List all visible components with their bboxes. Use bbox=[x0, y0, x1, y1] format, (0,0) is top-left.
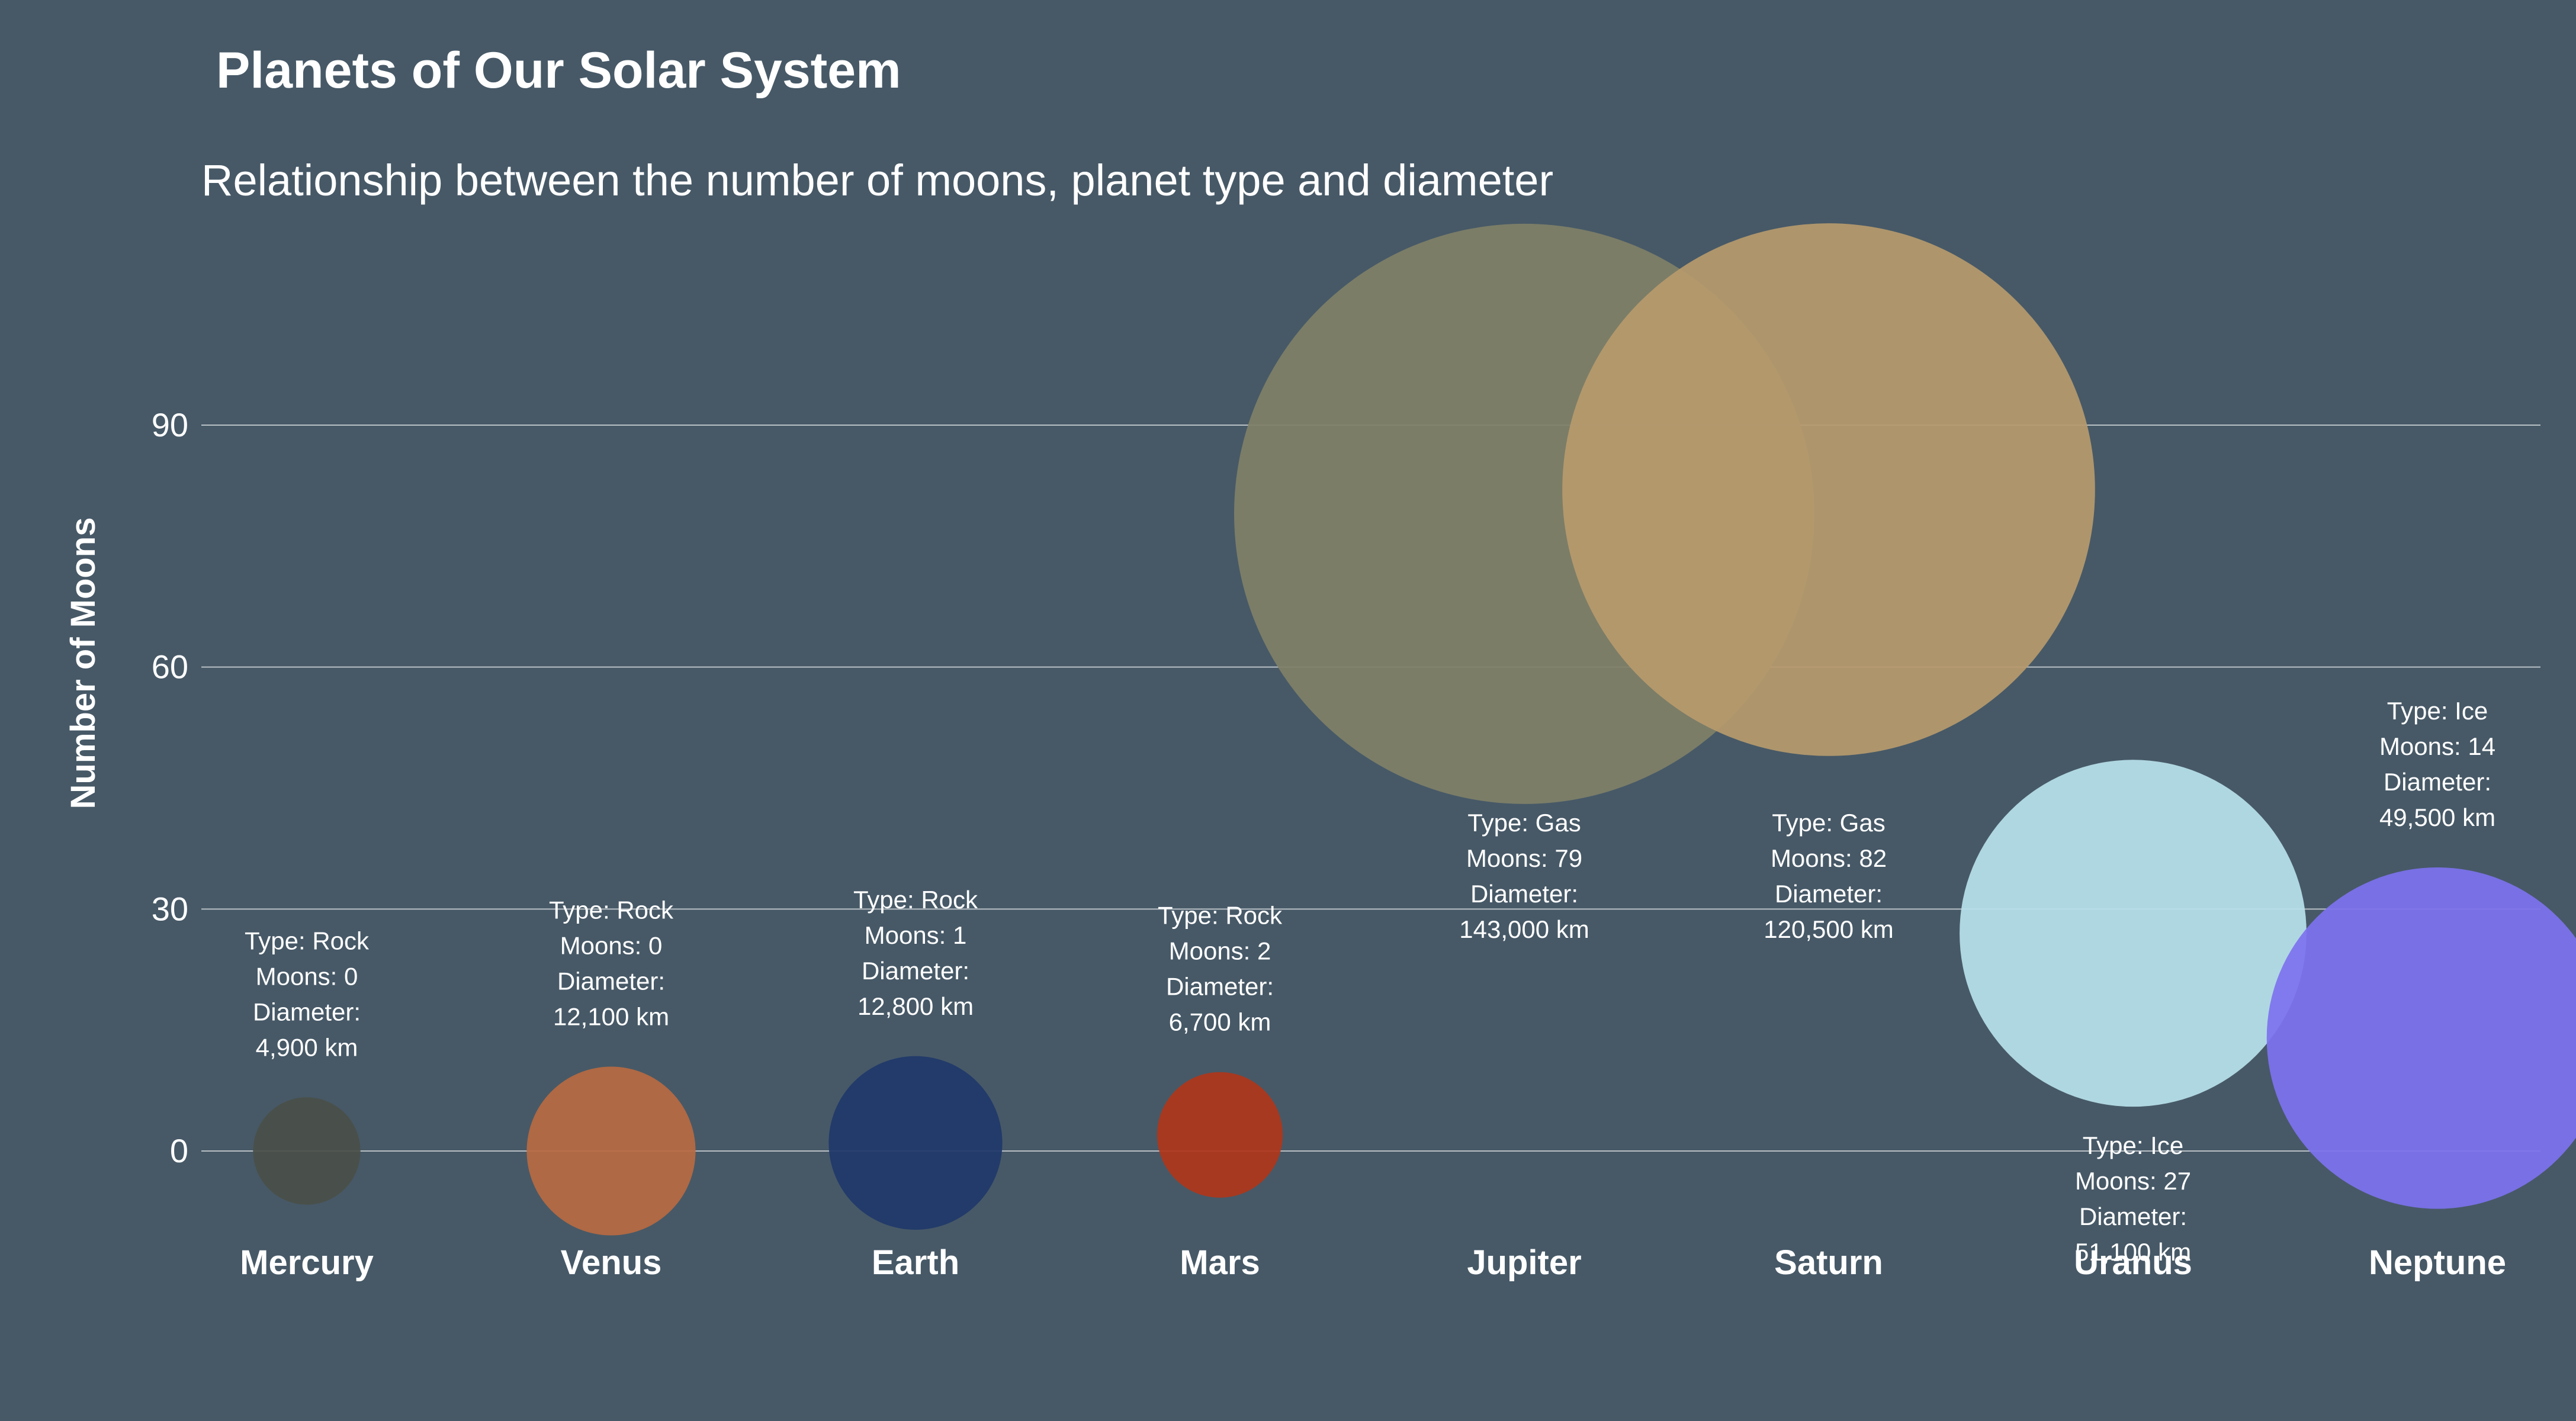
data-label-line: 51,100 km bbox=[2075, 1238, 2191, 1266]
data-label-line: Type: Gas bbox=[1467, 809, 1581, 837]
data-label-uranus: Type: Ice Moons: 27 Diameter: 51,100 km bbox=[2075, 1131, 2191, 1266]
data-label-line: 143,000 km bbox=[1459, 915, 1589, 943]
data-label-line: Type: Gas bbox=[1772, 809, 1885, 837]
data-label-line: Type: Ice bbox=[2387, 697, 2488, 725]
y-axis-label: Number of Moons bbox=[64, 517, 102, 809]
x-tick-label-neptune: Neptune bbox=[2369, 1243, 2506, 1282]
data-label-line: Diameter: bbox=[2384, 768, 2491, 796]
data-label-line: Diameter: bbox=[2079, 1203, 2187, 1230]
data-label-line: Type: Rock bbox=[549, 896, 674, 924]
data-label-neptune: Type: Ice Moons: 14 Diameter: 49,500 km bbox=[2379, 697, 2495, 831]
data-label-line: Moons: 2 bbox=[1169, 937, 1271, 965]
data-label-line: 12,100 km bbox=[553, 1002, 669, 1030]
x-tick-label-earth: Earth bbox=[872, 1243, 959, 1282]
data-label-saturn: Type: Gas Moons: 82 Diameter: 120,500 km bbox=[1764, 809, 1893, 943]
bubbles bbox=[253, 223, 2576, 1236]
data-label-line: Diameter: bbox=[1166, 973, 1274, 1001]
data-label-line: Moons: 14 bbox=[2379, 732, 2495, 760]
y-tick-labels: 0 30 60 90 bbox=[152, 406, 188, 1169]
y-tick-label: 30 bbox=[152, 890, 188, 927]
bubble-venus[interactable] bbox=[526, 1066, 696, 1236]
y-tick-label: 60 bbox=[152, 648, 188, 686]
data-label-earth: Type: Rock Moons: 1 Diameter: 12,800 km bbox=[853, 886, 978, 1020]
data-label-line: Moons: 1 bbox=[865, 921, 967, 949]
chart-title: Planets of Our Solar System bbox=[216, 42, 901, 99]
data-label-line: Diameter: bbox=[1470, 880, 1578, 908]
bubble-uranus[interactable] bbox=[1960, 760, 2307, 1107]
data-label-line: 6,700 km bbox=[1169, 1008, 1271, 1036]
x-tick-labels: Mercury Venus Earth Mars Jupiter Saturn Uranus… bbox=[240, 1243, 2506, 1282]
bubble-earth[interactable] bbox=[828, 1056, 1003, 1230]
data-label-line: Diameter: bbox=[253, 998, 361, 1025]
data-label-line: Moons: 82 bbox=[1771, 844, 1887, 872]
data-label-line: 4,900 km bbox=[256, 1033, 358, 1061]
data-label-line: Moons: 79 bbox=[1466, 844, 1582, 872]
y-tick-label: 0 bbox=[170, 1132, 188, 1169]
data-label-line: 49,500 km bbox=[2379, 803, 2495, 831]
x-tick-label-jupiter: Jupiter bbox=[1467, 1243, 1581, 1282]
x-tick-label-uranus: Uranus bbox=[2074, 1243, 2192, 1282]
bubble-saturn[interactable] bbox=[1562, 223, 2095, 756]
bubble-mercury[interactable] bbox=[253, 1097, 361, 1205]
data-label-line: Type: Ice bbox=[2083, 1131, 2183, 1159]
x-tick-label-mercury: Mercury bbox=[240, 1243, 374, 1282]
data-label-mercury: Type: Rock Moons: 0 Diameter: 4,900 km bbox=[245, 927, 370, 1061]
bubble-neptune[interactable] bbox=[2266, 867, 2576, 1209]
data-label-line: Moons: 0 bbox=[256, 962, 358, 990]
x-tick-label-venus: Venus bbox=[561, 1243, 662, 1282]
data-label-line: 120,500 km bbox=[1764, 915, 1893, 943]
data-label-line: Diameter: bbox=[862, 957, 969, 985]
data-label-line: 12,800 km bbox=[857, 992, 974, 1020]
bubble-mars[interactable] bbox=[1157, 1072, 1283, 1198]
data-label-jupiter: Type: Gas Moons: 79 Diameter: 143,000 km bbox=[1459, 809, 1589, 943]
data-label-line: Diameter: bbox=[557, 967, 665, 995]
data-label-line: Moons: 27 bbox=[2075, 1167, 2191, 1195]
data-label-line: Type: Rock bbox=[245, 927, 370, 954]
y-tick-label: 90 bbox=[152, 406, 188, 443]
x-tick-label-mars: Mars bbox=[1180, 1243, 1260, 1282]
chart-subtitle: Relationship between the number of moons… bbox=[201, 156, 1553, 205]
data-label-line: Type: Rock bbox=[853, 886, 978, 914]
data-label-line: Type: Rock bbox=[1158, 902, 1283, 930]
data-label-venus: Type: Rock Moons: 0 Diameter: 12,100 km bbox=[549, 896, 674, 1030]
data-label-line: Moons: 0 bbox=[560, 931, 663, 959]
x-tick-label-saturn: Saturn bbox=[1774, 1243, 1883, 1282]
data-label-mars: Type: Rock Moons: 2 Diameter: 6,700 km bbox=[1158, 902, 1283, 1036]
data-labels: Type: Rock Moons: 0 Diameter: 4,900 kmType:… bbox=[245, 697, 2495, 1266]
data-label-line: Diameter: bbox=[1775, 880, 1883, 908]
